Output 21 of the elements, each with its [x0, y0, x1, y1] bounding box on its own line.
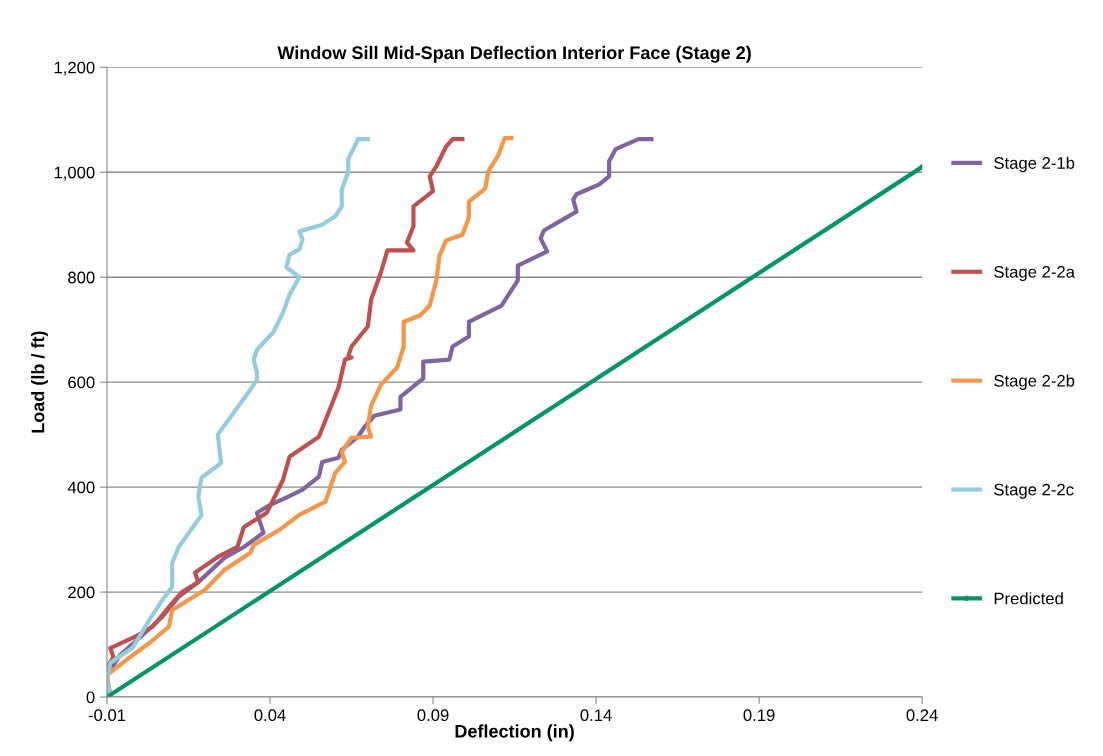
legend-label: Stage 2-2b — [994, 374, 1075, 390]
y-tick-label: 1,000 — [54, 166, 95, 181]
x-tick-label: 0.19 — [743, 709, 775, 722]
legend-label: Stage 2-1b — [994, 156, 1075, 173]
legend-label: Stage 2-2a — [994, 265, 1075, 282]
x-tick-label: 0.09 — [417, 709, 449, 722]
y-tick-label: 0 — [86, 691, 95, 704]
x-tick-label: 0.14 — [580, 709, 612, 722]
x-tick-label: 0.04 — [254, 709, 286, 722]
y-tick-label: 1,200 — [54, 61, 95, 76]
y-tick-label: 200 — [68, 586, 95, 599]
x-tick-label: -0.01 — [88, 709, 126, 722]
y-axis-title: Load (lb / ft) — [31, 331, 48, 433]
y-tick-label: 600 — [68, 376, 95, 389]
chart-title: Window Sill Mid-Span Deflection Interior Face (Stage 2) — [277, 45, 751, 63]
legend-label: Stage 2-2c — [994, 483, 1074, 499]
x-tick-label: 0.24 — [906, 709, 938, 722]
x-axis-title: Deflection (in) — [455, 724, 574, 742]
y-tick-label: 400 — [67, 481, 95, 494]
y-tick-label: 800 — [68, 271, 95, 284]
legend-label: Predicted — [994, 592, 1063, 605]
